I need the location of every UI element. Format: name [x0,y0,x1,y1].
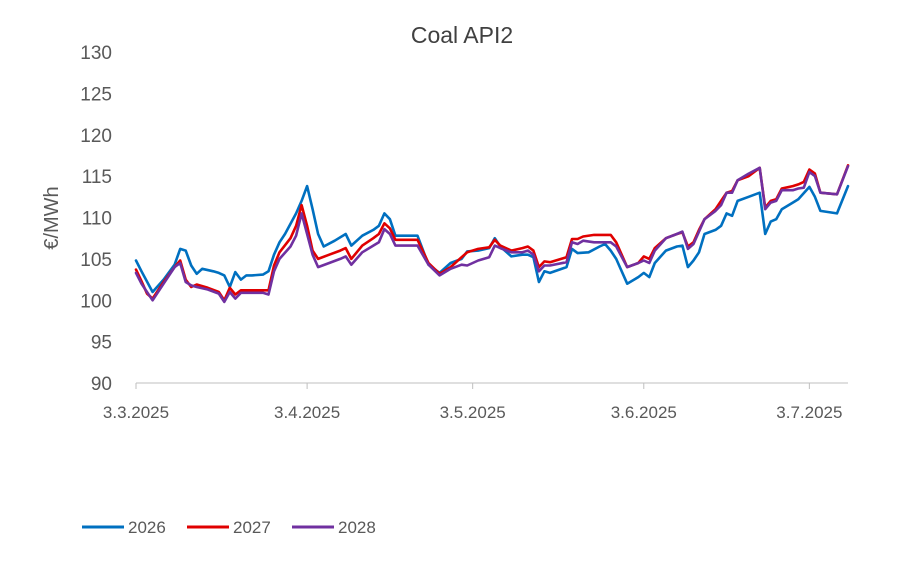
y-tick-label: 120 [80,126,112,147]
y-tick-label: 110 [82,209,112,230]
legend-label-2028: 2028 [338,518,376,537]
y-axis-label: €/MWh [41,186,63,249]
x-tick-label: 3.6.2025 [611,403,677,422]
y-axis-ticks: 90 95 100 105 110 115 120 125 130 [80,43,112,395]
legend-label-2026: 2026 [128,518,166,537]
y-tick-label: 115 [82,167,112,188]
series-line-2028 [134,164,850,304]
legend: 2026 2027 2028 [82,518,376,537]
y-tick-label: 125 [80,84,112,105]
x-tick-label: 3.3.2025 [103,403,169,422]
series-line-2027 [134,164,850,302]
x-tick-label: 3.5.2025 [440,403,506,422]
y-tick-label: 95 [91,333,112,354]
series-line-2026 [134,184,850,294]
y-tick-label: 90 [91,374,112,395]
legend-label-2027: 2027 [233,518,271,537]
series-lines [134,164,850,304]
x-axis-ticks: 3.3.2025 3.4.2025 3.5.2025 3.6.2025 3.7.2025 [103,383,842,422]
x-tick-label: 3.7.2025 [776,403,842,422]
chart-title: Coal API2 [411,22,513,48]
x-tick-label: 3.4.2025 [274,403,340,422]
y-tick-label: 105 [80,250,112,271]
y-tick-label: 100 [80,291,112,312]
y-tick-label: 130 [80,43,112,64]
